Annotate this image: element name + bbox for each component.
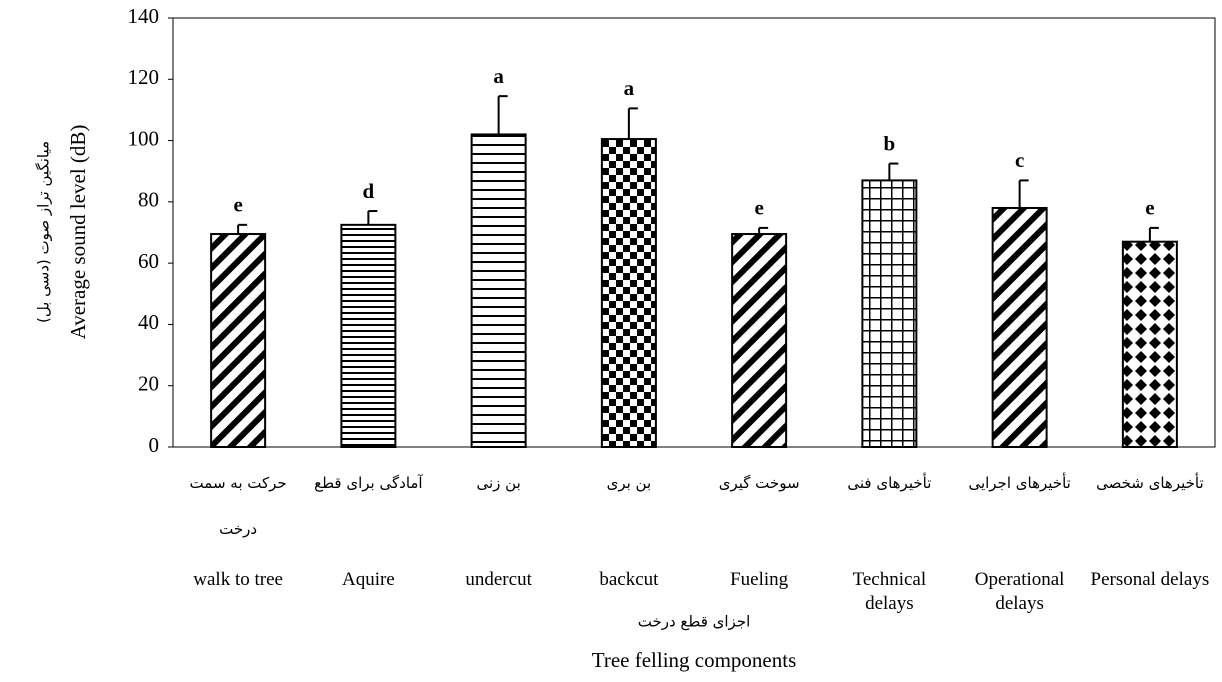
x-tick-label: Personal delays [1090,569,1210,590]
error-bar [1018,179,1029,208]
significance-letter: a [624,76,635,100]
significance-letter: d [363,179,375,203]
bar [991,206,1048,448]
bar [1121,240,1178,448]
y-axis-title: Average sound level (dB) [66,125,90,340]
y-tick-label: 20 [138,372,159,396]
x-tick-label-fa: بن بری [606,474,652,492]
x-tick-label-fa: تأخیرهای شخصی [1096,474,1204,492]
y-tick-label: 120 [128,65,160,89]
y-tick-label: 100 [128,126,160,150]
x-tick-label-fa: تأخیرهای اجرایی [968,474,1071,492]
x-tick-label: backcut [599,569,659,590]
error-bar [888,162,899,181]
error-bar [237,223,248,235]
y-tick-label: 40 [138,310,159,334]
error-bar [497,95,508,135]
bar [210,233,267,448]
error-bar [1148,226,1159,242]
error-bar [758,226,769,235]
x-tick-label: walk to tree [193,569,283,590]
x-tick-label: Aquire [341,569,395,590]
significance-letter: a [493,64,504,88]
bar [600,138,657,449]
plot-frame [172,17,1216,448]
x-tick-label-fa: بن زنی [476,474,521,492]
error-bar [627,107,638,140]
bar [470,133,527,448]
x-tick-label: undercut [465,569,532,590]
significance-letter: b [884,131,896,155]
x-tick-label-fa: آمادگی برای قطع [314,474,423,492]
bar [340,223,397,448]
x-tick-label-fa: تأخیرهای فنی [847,474,932,492]
y-axis-title-fa: میانگین تراز صوت (دسی بل) [35,141,53,323]
bar [731,233,788,448]
x-tick-label-fa: سوخت گیری [718,474,800,492]
y-tick-label: 140 [128,4,160,28]
significance-letter: e [233,193,242,217]
significance-letter: c [1015,148,1024,172]
significance-letter: e [754,196,763,220]
y-tick-label: 80 [138,188,159,212]
x-tick-label: Fueling [730,569,789,590]
x-tick-label: Operational delays [974,569,1065,614]
y-tick-label: 60 [138,249,159,273]
x-tick-label: Technical delays [852,569,927,614]
x-axis-title: Tree felling components [592,648,797,672]
bar [861,179,918,449]
y-tick-label: 0 [149,433,160,457]
x-tick-label-fa: حرکت به سمت درخت [189,474,287,538]
x-axis-title-fa: اجزای قطع درخت [638,613,751,631]
significance-letter: e [1145,196,1154,220]
error-bar [367,210,378,225]
